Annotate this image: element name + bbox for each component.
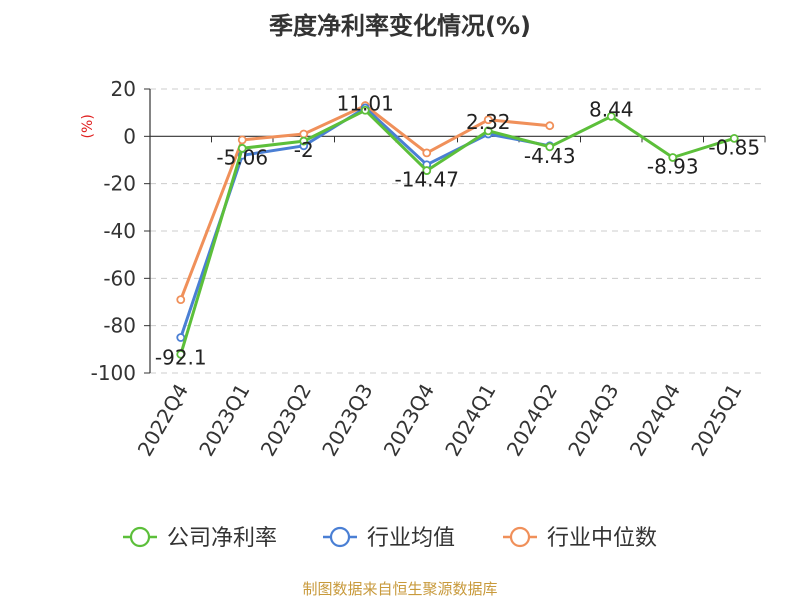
data-point[interactable] — [176, 333, 186, 342]
data-point[interactable] — [545, 121, 555, 131]
x-tick-label: 2024Q4 — [625, 380, 685, 461]
x-tick-label: 2022Q4 — [133, 380, 193, 461]
legend-label: 行业中位数 — [547, 526, 657, 551]
series-1 — [176, 103, 555, 342]
data-point[interactable] — [483, 115, 493, 125]
chart-title: 季度净利率变化情况(%) — [269, 12, 531, 40]
y-tick-label: 0 — [123, 124, 136, 148]
x-tick-label: 2025Q1 — [686, 380, 746, 461]
data-point[interactable] — [422, 148, 432, 158]
data-label: -4.43 — [524, 144, 576, 168]
x-tick-label: 2023Q3 — [317, 380, 377, 461]
legend-item-2[interactable]: 行业中位数 — [503, 526, 657, 551]
y-tick-label: -20 — [103, 172, 136, 196]
legend-label: 公司净利率 — [167, 526, 277, 551]
data-point[interactable] — [237, 135, 247, 145]
data-label: -92.1 — [155, 345, 207, 369]
legend-marker — [129, 526, 151, 548]
legend[interactable]: 公司净利率 行业均值 行业中位数 — [123, 526, 657, 551]
data-point[interactable] — [483, 126, 493, 136]
data-label: -5.06 — [216, 145, 268, 169]
data-point[interactable] — [606, 111, 616, 121]
y-axis-label: (%) — [80, 114, 96, 138]
y-tick-label: -80 — [103, 314, 136, 338]
data-point[interactable] — [422, 166, 432, 175]
data-label: 8.44 — [589, 97, 634, 121]
y-tick-label: -40 — [103, 219, 136, 243]
y-tick-label: 20 — [111, 77, 136, 101]
legend-item-0[interactable]: 公司净利率 — [123, 526, 277, 551]
x-tick-label: 2023Q1 — [194, 380, 254, 461]
x-tick-label: 2023Q4 — [379, 380, 439, 461]
x-tick-label: 2024Q3 — [563, 380, 623, 461]
series-line — [179, 106, 551, 338]
x-tick-label: 2023Q2 — [256, 380, 316, 461]
legend-item-1[interactable]: 行业均值 — [323, 526, 455, 551]
data-label: -8.93 — [647, 154, 699, 178]
legend-marker — [329, 526, 351, 548]
data-label: 11.01 — [337, 91, 394, 115]
x-tick-label: 2024Q2 — [502, 380, 562, 461]
data-point[interactable] — [729, 133, 739, 143]
data-point[interactable] — [668, 153, 678, 162]
series-line — [179, 108, 735, 355]
data-source-note: 制图数据来自恒生聚源数据库 — [302, 580, 497, 598]
y-tick-label: -100 — [91, 361, 136, 385]
data-label: -2 — [294, 138, 314, 162]
series-0 — [176, 105, 739, 359]
x-tick-label: 2024Q1 — [440, 380, 500, 461]
data-point[interactable] — [299, 136, 309, 146]
data-labels: -92.1 -5.06 -2 11.01 -14.47 2.32 -4.43 8.44 -8.9… — [155, 91, 760, 369]
series-lines — [176, 101, 739, 359]
data-point[interactable] — [176, 349, 186, 359]
data-point[interactable] — [545, 142, 555, 152]
data-point[interactable] — [299, 129, 309, 139]
x-tick-labels: 2022Q4 2023Q1 2023Q2 2023Q3 2023Q4 2024Q1 2024… — [133, 380, 747, 461]
data-label: -14.47 — [395, 168, 459, 192]
data-point[interactable] — [176, 295, 186, 305]
legend-marker — [509, 526, 531, 548]
data-label: -0.85 — [708, 135, 760, 159]
grid-lines — [150, 88, 765, 374]
y-tick-labels: 20 0 -20 -40 -60 -80 -100 — [91, 77, 136, 385]
data-point[interactable] — [237, 143, 247, 153]
y-tick-label: -60 — [103, 266, 136, 290]
legend-label: 行业均值 — [367, 526, 455, 551]
data-point[interactable] — [360, 105, 370, 115]
data-label: 2.32 — [466, 110, 511, 134]
